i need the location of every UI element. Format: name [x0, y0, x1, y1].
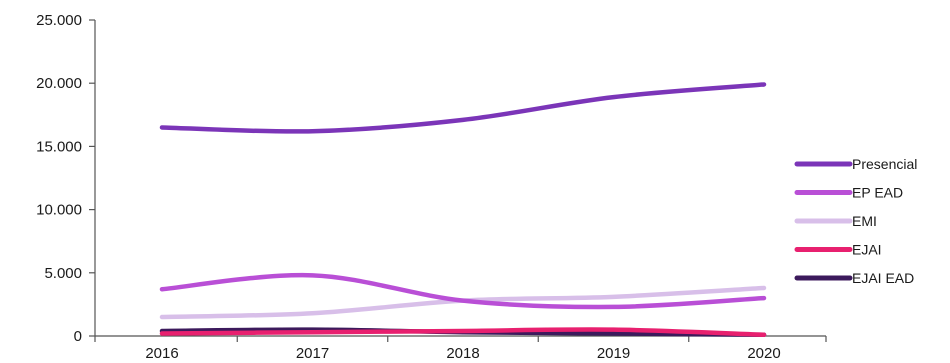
y-tick-label: 0 [74, 328, 82, 345]
series-line-ejai [159, 327, 767, 337]
y-tick-label: 25.000 [36, 12, 82, 29]
legend-label-presencial: Presencial [852, 156, 917, 172]
series-line-ep-ead [159, 272, 767, 310]
y-tick-label: 15.000 [36, 138, 82, 155]
y-ticks: 0 5.000 10.000 15.000 20.000 25.000 [36, 12, 95, 345]
x-tick-label: 2017 [296, 345, 329, 362]
y-tick-label: 5.000 [44, 265, 82, 282]
x-tick-label: 2020 [747, 345, 780, 362]
legend-label-ejai: EJAI [852, 242, 882, 258]
axes [94, 20, 826, 337]
x-tick-label: 2019 [597, 345, 630, 362]
legend-label-emi: EMI [852, 213, 877, 229]
x-tick-label: 2018 [446, 345, 479, 362]
y-tick-label: 10.000 [36, 202, 82, 219]
legend-label-ep-ead: EP EAD [852, 185, 903, 201]
legend: Presencial EP EAD EMI EJAI EJAI EAD [794, 156, 917, 286]
legend-label-ejai-ead: EJAI EAD [852, 270, 914, 286]
y-tick-label: 20.000 [36, 75, 82, 92]
x-ticks: 2016 2017 2018 2019 2020 [94, 336, 827, 362]
x-tick-label: 2016 [145, 345, 178, 362]
series-line-presencial [159, 82, 767, 134]
series-layer [159, 82, 767, 337]
